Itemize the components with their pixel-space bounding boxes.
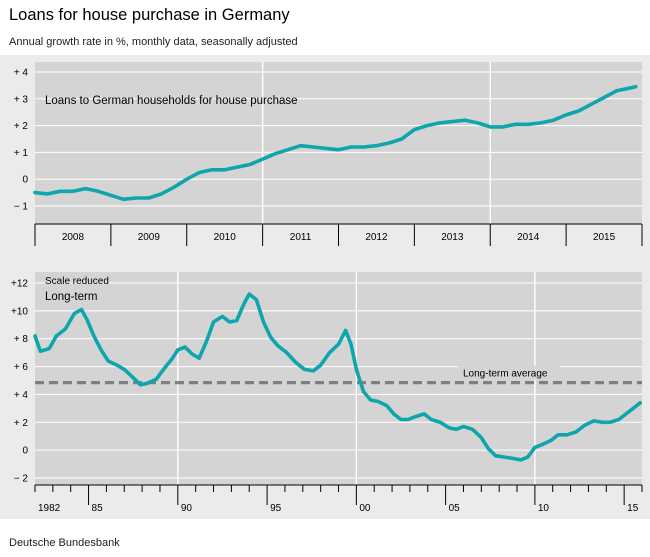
long-term-average-label: Long-term average	[463, 369, 548, 380]
top-year-label: 2009	[138, 232, 161, 243]
bottom-ytick-label: − 2	[14, 474, 29, 485]
bottom-year-label: 90	[181, 503, 193, 514]
top-year-label: 2014	[517, 232, 540, 243]
page-subtitle: Annual growth rate in %, monthly data, s…	[9, 36, 298, 48]
bottom-year-label: 1982	[38, 503, 61, 514]
top-year-label: 2015	[593, 232, 616, 243]
top-year-label: 2010	[214, 232, 237, 243]
bottom-year-label: 00	[359, 503, 371, 514]
bottom-year-label: 15	[627, 503, 639, 514]
bottom-ytick-label: + 8	[14, 334, 29, 345]
top-year-label: 2008	[62, 232, 85, 243]
bottom-year-label: 95	[270, 503, 282, 514]
page-title: Loans for house purchase in Germany	[9, 6, 290, 24]
bottom-ytick-label: +10	[11, 306, 28, 317]
bottom-ytick-label: +12	[11, 279, 28, 290]
scale-note: Scale reduced	[45, 276, 109, 287]
bottom-year-label: 85	[92, 503, 104, 514]
top-ytick-label: + 3	[14, 94, 29, 105]
top-year-label: 2012	[365, 232, 388, 243]
bottom-ytick-label: + 2	[14, 418, 29, 429]
top-ytick-label: + 4	[14, 68, 29, 79]
bottom-series-label: Long-term	[45, 291, 97, 303]
bottom-series-line	[33, 292, 643, 462]
bottom-year-label: 10	[538, 503, 550, 514]
top-series-line	[33, 84, 638, 202]
top-ytick-label: + 2	[14, 121, 29, 132]
top-year-label: 2011	[290, 232, 312, 243]
source-note: Deutsche Bundesbank	[9, 537, 120, 549]
long-term-average-label-background	[458, 365, 560, 380]
top-ytick-label: + 1	[14, 148, 29, 159]
top-ytick-label: − 1	[14, 202, 29, 213]
bottom-ytick-label: + 6	[14, 362, 29, 373]
bottom-year-label: 05	[449, 503, 461, 514]
top-year-label: 2013	[441, 232, 464, 243]
bottom-ytick-label: 0	[22, 446, 28, 457]
top-series-label: Loans to German households for house pur…	[45, 95, 298, 107]
bottom-ytick-label: + 4	[14, 390, 29, 401]
top-ytick-label: 0	[22, 175, 28, 186]
